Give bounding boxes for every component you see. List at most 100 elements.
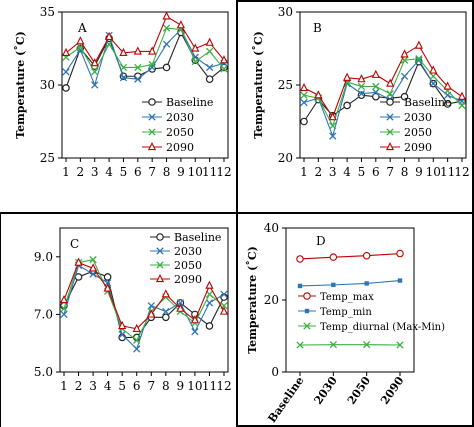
legend-label: 2090 (166, 141, 194, 154)
y-tick-label: 0 (271, 365, 279, 379)
series-line (63, 261, 225, 330)
data-point (329, 253, 338, 261)
x-tick-label: 2 (315, 165, 323, 179)
x-tick-label: Baseline (265, 374, 306, 425)
series-line (65, 27, 225, 74)
y-axis-label: Temperature (˚C) (246, 246, 259, 354)
x-tick-label: 4 (343, 165, 351, 179)
y-ticks: 20 25 30 (278, 5, 300, 165)
legend: Temp_max Temp_min Temp_diurnal (Max-Min) (298, 292, 445, 333)
y-tick-label: 25 (40, 151, 55, 165)
legend-label: Baseline (404, 96, 451, 109)
data-point (357, 82, 366, 91)
series-group (296, 249, 404, 349)
data-point (133, 345, 141, 353)
data-point (329, 122, 337, 130)
legend-label: Temp_max (320, 292, 374, 303)
data-point (299, 82, 309, 92)
data-point (397, 278, 403, 283)
y-tick-label: 7.0 (34, 307, 53, 321)
x-tick-label: 10 (426, 165, 441, 179)
data-point (76, 46, 85, 54)
x-tick-label: 8 (163, 165, 171, 179)
data-point (89, 263, 98, 272)
x-tick-label: 4 (105, 165, 113, 179)
series-line (65, 15, 225, 65)
legend-label: 2030 (404, 111, 432, 124)
data-point (386, 78, 395, 87)
data-point (148, 65, 156, 73)
legend-marker (386, 128, 394, 136)
data-point (205, 63, 214, 72)
legend-label: Baseline (166, 96, 213, 109)
x-tick-label: 10 (188, 165, 203, 179)
x-ticks: 1 2 3 4 5 6 7 8 9 10 11 12 (62, 158, 232, 179)
data-point (118, 320, 127, 330)
series-line (303, 60, 463, 122)
data-point (176, 303, 185, 312)
data-point (118, 330, 126, 339)
data-point (147, 309, 156, 318)
data-point (103, 283, 112, 292)
x-tick-label: 12 (216, 165, 231, 179)
series-line (65, 28, 225, 87)
data-point (396, 249, 404, 258)
legend-label: 2050 (404, 126, 432, 139)
data-point (162, 63, 171, 72)
data-point (429, 65, 438, 74)
x-tick-label: 7 (386, 165, 394, 179)
legend-marker (147, 141, 157, 151)
legend-label: 2030 (174, 245, 202, 258)
legend-label: Temp_min (320, 307, 372, 318)
legend-marker (156, 233, 164, 241)
data-point (91, 68, 99, 76)
data-point (300, 98, 308, 107)
data-point (103, 273, 112, 281)
data-point (62, 84, 70, 92)
data-point (205, 290, 214, 298)
panel-label: C (70, 237, 79, 251)
x-tick-label: 11 (202, 165, 217, 179)
data-point (343, 101, 351, 110)
data-point (147, 302, 155, 310)
y-tick-label: 30 (40, 78, 55, 92)
y-tick-label: 5.0 (34, 365, 53, 379)
x-ticks: Baseline 2030 2050 2090 (265, 372, 407, 425)
data-point (458, 101, 466, 110)
data-point (119, 47, 128, 57)
legend-marker (148, 113, 156, 121)
data-point (134, 63, 142, 72)
data-point (162, 307, 170, 316)
data-point (296, 341, 304, 349)
panel-label: B (313, 21, 322, 35)
data-point (357, 74, 366, 83)
data-point (133, 336, 141, 344)
data-point (148, 46, 157, 55)
data-point (343, 72, 352, 81)
data-point (162, 40, 171, 48)
x-tick-label: 6 (372, 165, 380, 179)
legend-marker (385, 141, 395, 151)
x-tick-label: 3 (89, 379, 97, 393)
data-point (363, 340, 371, 349)
x-tick-label: 7 (148, 165, 156, 179)
data-point (162, 24, 171, 32)
data-point (205, 280, 214, 289)
data-point (443, 100, 452, 108)
y-tick-label: 20 (264, 293, 279, 307)
data-point (76, 36, 85, 45)
data-point (429, 72, 437, 80)
series-line (63, 264, 225, 350)
y-ticks: 25 30 35 (40, 5, 62, 165)
x-tick-label: 6 (134, 165, 142, 179)
x-tick-label: 5 (118, 379, 126, 393)
x-tick-label: 3 (91, 165, 99, 179)
data-point (119, 63, 128, 72)
data-point (205, 37, 214, 46)
data-point (191, 43, 200, 52)
x-tick-label: 1 (60, 379, 68, 393)
legend-marker (386, 113, 394, 121)
data-point (220, 290, 228, 298)
series-line (299, 280, 401, 287)
